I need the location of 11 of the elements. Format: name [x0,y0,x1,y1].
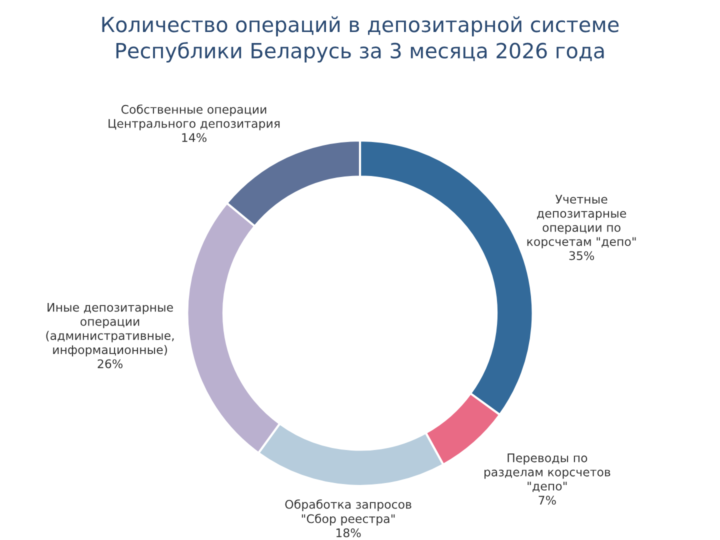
slice-label: Учетные депозитарные операции по корсчетам "депо" [527,194,636,248]
slice-label: Собственные операции Центрального депозитария [108,104,280,130]
slice-label: Иные депозитарные операции (административные, информационные) [46,303,174,356]
data-label: 26% [98,359,122,368]
data-label: 14% [182,133,206,142]
data-label: 18% [336,528,361,538]
slice-label: Обработка запросов "Сбор реестра" [285,499,412,526]
data-label: 7% [538,496,556,505]
slice-label: Переводы по разделам корсчетов "депо" [484,454,610,492]
chart-title: Количество операций в депозитарной системе Республики Беларусь за 3 месяца 2026 года [102,16,619,63]
data-label: 35% [569,251,594,260]
